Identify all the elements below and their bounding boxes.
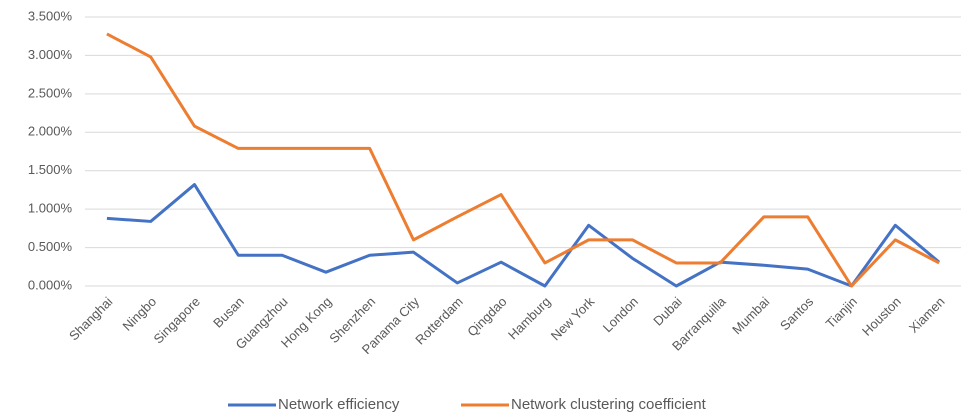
legend-label: Network efficiency — [278, 396, 400, 413]
x-tick-label: London — [600, 294, 641, 335]
y-tick-label: 0.500% — [28, 239, 73, 254]
x-tick-label: Rotterdam — [412, 294, 466, 348]
y-tick-label: 3.500% — [28, 8, 73, 23]
legend-label: Network clustering coefficient — [511, 396, 707, 413]
y-tick-label: 2.000% — [28, 124, 73, 139]
series-line — [106, 183, 941, 288]
x-tick-label: Qingdao — [464, 294, 509, 339]
x-tick-label: Hamburg — [505, 294, 553, 342]
y-tick-label: 0.000% — [28, 277, 73, 292]
x-tick-label: Houston — [859, 294, 904, 339]
x-tick-label: Mumbai — [729, 294, 772, 337]
y-tick-label: 2.500% — [28, 85, 73, 100]
x-tick-label: Dubai — [650, 294, 685, 329]
x-tick-label: Xiamen — [906, 294, 948, 336]
x-tick-label: Singapore — [151, 294, 204, 347]
x-tick-label: Shanghai — [66, 294, 116, 344]
y-tick-label: 3.000% — [28, 47, 73, 62]
x-tick-label: Busan — [210, 294, 247, 331]
y-tick-label: 1.000% — [28, 201, 73, 216]
x-tick-label: Tianjin — [823, 294, 860, 331]
x-tick-label: New York — [548, 294, 598, 344]
x-tick-label: Santos — [777, 294, 817, 334]
y-tick-label: 1.500% — [28, 162, 73, 177]
x-tick-label: Ningbo — [120, 294, 160, 334]
series-line — [106, 32, 940, 288]
